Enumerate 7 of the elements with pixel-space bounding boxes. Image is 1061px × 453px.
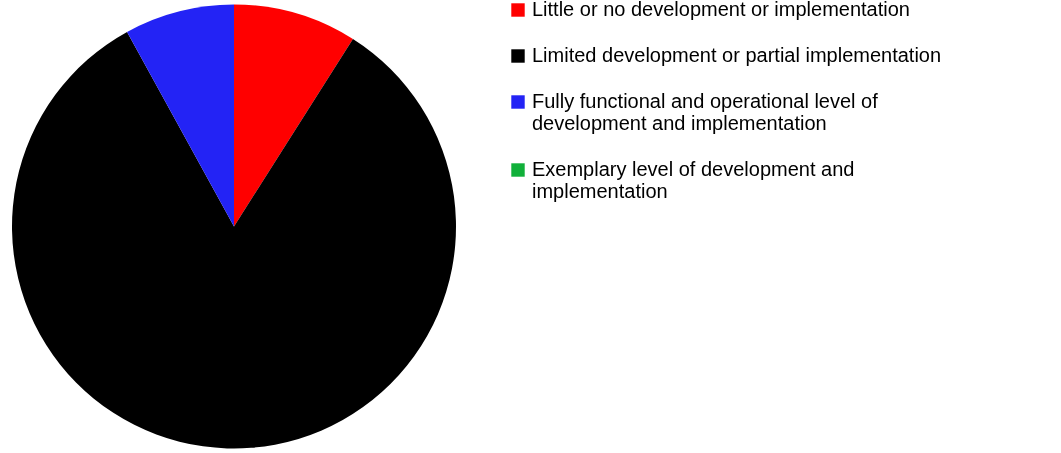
legend-label: Exemplary level of development and implementation [532,158,855,202]
legend-label: Little or no development or implementation [532,0,910,20]
pie-slice [234,4,353,227]
pie-slice [127,4,234,227]
legend-label: Limited development or partial implementation [532,44,942,66]
legend-label: Fully functional and operational level of development and implementation [532,90,879,134]
pie-slice [12,31,456,449]
